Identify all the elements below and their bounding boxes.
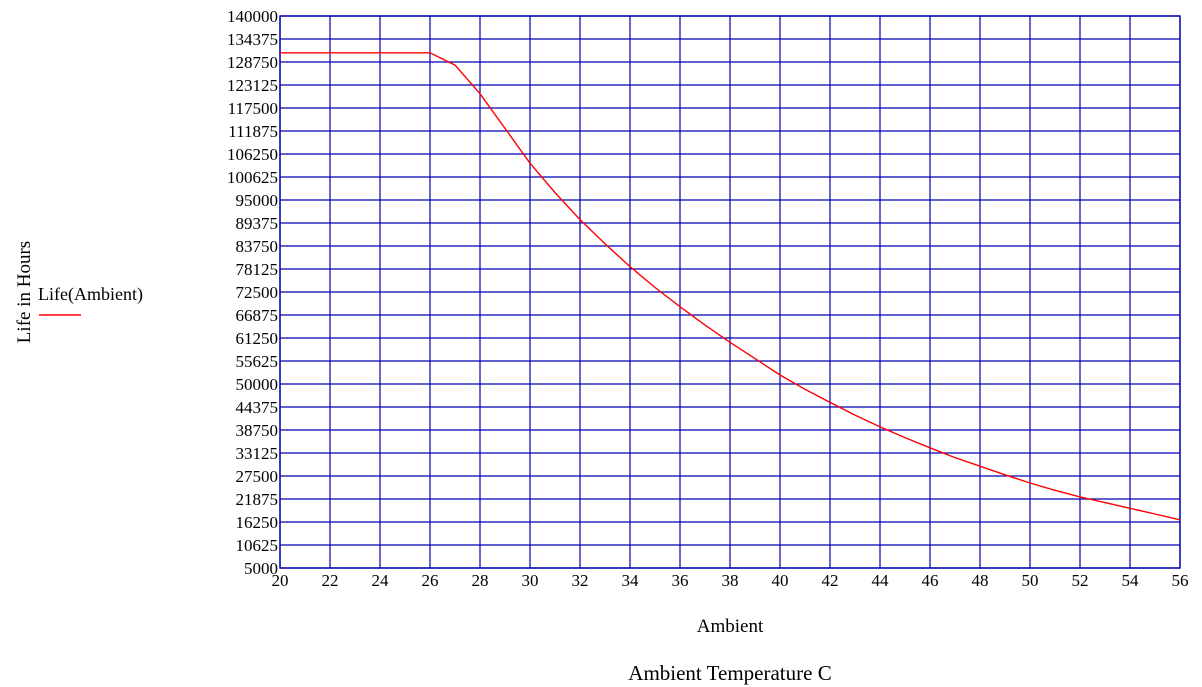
x-tick-label: 24: [372, 571, 390, 590]
series-lines: [280, 52, 1181, 521]
x-tick-label: 28: [472, 571, 489, 590]
y-tick-label: 33125: [236, 444, 279, 463]
y-tick-label: 89375: [236, 214, 279, 233]
y-tick-label: 27500: [236, 467, 279, 486]
y-tick-label: 72500: [236, 283, 279, 302]
y-tick-labels: 140000 134375 128750 123125 117500 111875 1062…: [227, 7, 278, 578]
x-tick-label: 40: [772, 571, 789, 590]
x-tick-label: 20: [272, 571, 289, 590]
y-tick-label: 95000: [236, 191, 279, 210]
y-tick-label: 5000: [244, 559, 278, 578]
x-tick-label: 50: [1022, 571, 1039, 590]
chart-caption: Ambient Temperature C: [628, 661, 831, 685]
legend: Life(Ambient): [38, 284, 143, 316]
y-tick-label: 134375: [227, 30, 278, 49]
x-tick-label: 52: [1072, 571, 1089, 590]
y-tick-label: 16250: [236, 513, 279, 532]
x-tick-label: 46: [922, 571, 939, 590]
x-tick-label: 54: [1122, 571, 1140, 590]
y-tick-label: 50000: [236, 375, 279, 394]
y-tick-label: 78125: [236, 260, 279, 279]
x-axis-label: Ambient: [697, 616, 764, 637]
y-tick-label: 10625: [236, 536, 279, 555]
x-tick-label: 38: [722, 571, 739, 590]
series-line-life: [280, 52, 1181, 521]
x-tick-label: 22: [322, 571, 339, 590]
y-tick-label: 123125: [227, 76, 278, 95]
x-tick-label: 56: [1172, 571, 1189, 590]
y-axis-label: Life in Hours: [14, 241, 35, 343]
x-tick-label: 44: [872, 571, 890, 590]
x-tick-label: 30: [522, 571, 539, 590]
grid-lines: [279, 15, 1181, 569]
y-tick-label: 117500: [228, 99, 278, 118]
y-tick-label: 66875: [236, 306, 279, 325]
x-tick-labels: 20 22 24 26 28 30 32 34 36 38 40 42 44 46 48 50 52 54 56: [272, 571, 1189, 590]
y-tick-label: 140000: [227, 7, 278, 26]
y-tick-label: 21875: [236, 490, 279, 509]
y-tick-label: 61250: [236, 329, 279, 348]
y-tick-label: 44375: [236, 398, 279, 417]
x-tick-label: 42: [822, 571, 839, 590]
y-tick-label: 128750: [227, 53, 278, 72]
y-tick-label: 100625: [227, 168, 278, 187]
x-tick-label: 34: [622, 571, 640, 590]
x-tick-label: 36: [672, 571, 689, 590]
y-tick-label: 83750: [236, 237, 279, 256]
x-tick-label: 48: [972, 571, 989, 590]
legend-label: Life(Ambient): [38, 284, 143, 305]
y-tick-label: 55625: [236, 352, 279, 371]
plot-border: [279, 15, 1181, 569]
y-tick-label: 38750: [236, 421, 279, 440]
y-tick-label: 106250: [227, 145, 278, 164]
x-tick-label: 32: [572, 571, 589, 590]
x-tick-label: 26: [422, 571, 439, 590]
y-tick-label: 111875: [228, 122, 278, 141]
